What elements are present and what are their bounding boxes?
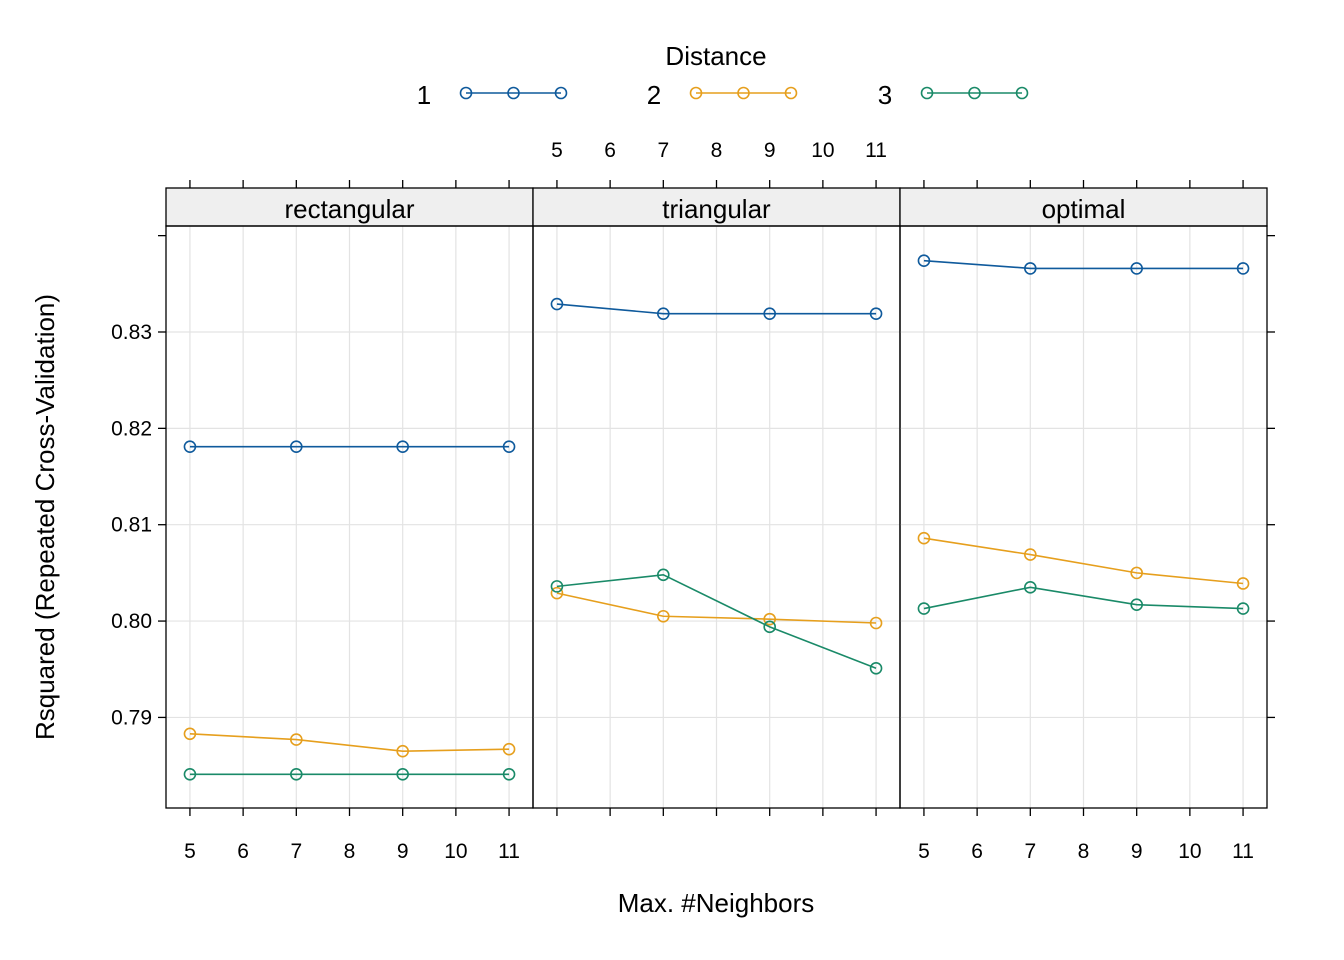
series-line-optimal-3 xyxy=(923,586,1244,610)
point-rectangular-2-7 xyxy=(290,733,303,746)
x-tick-label-bottom: 9 xyxy=(397,840,409,863)
point-rectangular-1-7 xyxy=(290,440,303,453)
y-tick-label: 0.83 xyxy=(111,321,152,344)
legend-label-3: 3 xyxy=(878,80,892,110)
x-tick-label-bottom: 6 xyxy=(971,840,983,863)
series-line-optimal-2 xyxy=(923,537,1244,585)
legend-label-2: 2 xyxy=(647,80,661,110)
legend-title: Distance xyxy=(665,41,766,71)
legend-marker-2-2 xyxy=(784,86,798,100)
point-triangular-3-9 xyxy=(763,620,776,634)
x-tick-label-bottom: 11 xyxy=(1232,840,1254,863)
point-rectangular-3-11 xyxy=(502,767,516,781)
x-tick-label-bottom: 7 xyxy=(290,840,302,863)
point-triangular-1-9 xyxy=(763,307,776,320)
x-tick-label-bottom: 10 xyxy=(444,840,467,863)
legend-marker-3-1 xyxy=(968,86,981,100)
legend-marker-3-0 xyxy=(920,86,934,100)
x-tick-label-top: 11 xyxy=(865,139,887,162)
point-triangular-1-11 xyxy=(869,307,883,320)
x-tick-label-top: 9 xyxy=(764,139,776,162)
x-tick-label-bottom: 9 xyxy=(1131,840,1143,863)
x-tick-label-bottom: 5 xyxy=(184,840,196,863)
y-axis-label: Rsquared (Repeated Cross-Validation) xyxy=(30,294,60,740)
legend-marker-2-1 xyxy=(737,86,750,100)
x-tick-label-top: 6 xyxy=(604,139,616,162)
x-tick-label-bottom: 11 xyxy=(498,840,520,863)
panel-triangular: triangular 5 6 7 8 9 10 11 xyxy=(532,139,901,816)
legend-label-1: 1 xyxy=(417,80,431,110)
legend: Distance 1 2 3 xyxy=(417,41,1029,110)
strip-label-rectangular: rectangular xyxy=(284,194,414,224)
y-tick-label: 0.80 xyxy=(111,610,152,633)
legend-marker-1-0 xyxy=(459,86,473,100)
point-triangular-2-7 xyxy=(657,609,670,623)
x-tick-label-bottom: 8 xyxy=(1078,840,1090,863)
legend-marker-3-2 xyxy=(1015,86,1029,100)
strip-label-optimal: optimal xyxy=(1042,194,1126,224)
x-tick-label-top: 10 xyxy=(811,139,834,162)
x-axis-label: Max. #Neighbors xyxy=(618,888,815,918)
point-optimal-2-5 xyxy=(917,531,931,545)
series-line-triangular-3 xyxy=(556,573,877,670)
point-optimal-1-9 xyxy=(1130,262,1143,275)
panel-optimal: optimal 5 6 7 8 9 10 11 xyxy=(899,180,1268,863)
y-tick-label: 0.79 xyxy=(111,706,152,729)
x-tick-label-bottom: 5 xyxy=(918,840,930,863)
point-optimal-2-7 xyxy=(1024,548,1037,561)
point-rectangular-2-5 xyxy=(183,727,197,741)
series-line-triangular-2 xyxy=(556,592,877,624)
point-optimal-3-5 xyxy=(917,602,931,615)
panel-rectangular: rectangular 5 6 7 8 9 10 11 xyxy=(165,180,534,863)
point-optimal-3-9 xyxy=(1130,598,1143,611)
point-triangular-3-11 xyxy=(869,661,883,675)
x-tick-label-bottom: 7 xyxy=(1024,840,1036,863)
y-tick-label: 0.82 xyxy=(111,417,152,440)
x-tick-label-top: 7 xyxy=(657,139,669,162)
point-triangular-1-5 xyxy=(550,297,564,311)
point-rectangular-3-9 xyxy=(396,767,409,781)
x-tick-label-bottom: 10 xyxy=(1178,840,1201,863)
point-rectangular-1-5 xyxy=(183,440,197,453)
point-rectangular-2-11 xyxy=(502,742,516,756)
x-tick-label-top: 5 xyxy=(551,139,563,162)
point-rectangular-1-11 xyxy=(502,440,516,453)
point-optimal-3-11 xyxy=(1236,602,1250,615)
point-optimal-2-11 xyxy=(1236,577,1250,590)
strip-label-triangular: triangular xyxy=(662,194,771,224)
legend-marker-1-2 xyxy=(554,86,568,100)
y-tick-label: 0.81 xyxy=(111,514,152,537)
point-triangular-1-7 xyxy=(657,307,670,320)
point-optimal-1-5 xyxy=(917,254,931,267)
point-optimal-1-7 xyxy=(1024,262,1037,275)
series-line-rectangular-2 xyxy=(189,733,510,752)
point-rectangular-3-7 xyxy=(290,767,303,781)
x-tick-label-bottom: 6 xyxy=(237,840,249,863)
point-triangular-2-9 xyxy=(763,612,776,626)
strip-triangular xyxy=(532,187,901,227)
point-rectangular-1-9 xyxy=(396,440,409,453)
series-line-triangular-1 xyxy=(556,303,877,315)
point-rectangular-3-5 xyxy=(183,767,197,781)
y-axis: 0.79 0.80 0.81 0.82 0.83 xyxy=(111,234,1275,729)
x-tick-label-bottom: 8 xyxy=(344,840,356,863)
point-optimal-2-9 xyxy=(1130,566,1143,580)
point-optimal-3-7 xyxy=(1024,581,1037,594)
point-triangular-2-5 xyxy=(550,586,564,600)
series-line-optimal-1 xyxy=(923,259,1244,270)
point-optimal-1-11 xyxy=(1236,262,1250,275)
point-rectangular-2-9 xyxy=(396,744,409,758)
legend-marker-1-1 xyxy=(507,86,520,100)
point-triangular-3-7 xyxy=(657,568,670,582)
point-triangular-2-11 xyxy=(869,616,883,630)
x-tick-label-top: 8 xyxy=(711,139,723,162)
point-triangular-3-5 xyxy=(550,580,564,593)
legend-marker-2-0 xyxy=(689,86,703,100)
